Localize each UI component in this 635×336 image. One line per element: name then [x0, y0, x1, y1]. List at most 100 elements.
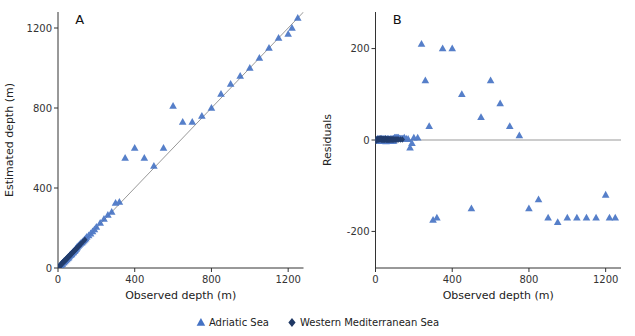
point [433, 214, 441, 221]
x-tick-label: 400 [125, 274, 144, 285]
panel: 04008001200-2000200Observed depth (m)Res… [321, 12, 622, 302]
x-tick [375, 268, 376, 272]
point [487, 77, 495, 84]
legend-label: Adriatic Sea [209, 317, 269, 328]
y-tick [372, 48, 376, 49]
y-tick-label: 200 [350, 43, 369, 54]
y-tick [54, 28, 58, 29]
point [179, 118, 187, 125]
x-tick-label: 800 [519, 274, 538, 285]
point [188, 118, 196, 125]
y-tick-label: -200 [347, 226, 370, 237]
x-tick [211, 268, 212, 272]
point [217, 90, 225, 97]
point [611, 214, 619, 221]
y-tick [372, 231, 376, 232]
point [208, 104, 216, 111]
y-tick-label: 0 [363, 135, 369, 146]
legend-item: Adriatic Sea [197, 317, 269, 328]
point [573, 214, 581, 221]
panel: 0 400 800 1200 0 400 800 1200 Observed depth (m)… [3, 12, 304, 302]
point [477, 113, 485, 120]
legend-label: Western Mediterranean Sea [300, 317, 439, 328]
legend: Adriatic Sea Western Mediterranean Sea [197, 317, 439, 328]
point [448, 45, 456, 52]
point [516, 131, 524, 138]
point [294, 14, 302, 21]
point [284, 30, 292, 37]
legend-item: Western Mediterranean Sea [288, 317, 439, 328]
point [418, 40, 426, 47]
plot-area [58, 12, 303, 268]
y-tick-label: 400 [33, 183, 52, 194]
point [275, 34, 283, 41]
point [131, 144, 139, 151]
legend-marker [288, 318, 295, 327]
y-tick-label: 0 [46, 263, 52, 274]
point [256, 54, 264, 61]
point [82, 237, 87, 244]
point [265, 44, 273, 51]
point [468, 205, 476, 212]
point [160, 144, 168, 151]
x-axis-label: Observed depth (m) [443, 289, 554, 302]
point [422, 77, 430, 84]
x-tick-label: 800 [202, 274, 221, 285]
point [602, 191, 610, 198]
y-tick [54, 188, 58, 189]
point [227, 80, 235, 87]
x-tick-label: 1200 [275, 274, 300, 285]
series [376, 40, 620, 225]
legend-marker [197, 318, 206, 326]
x-tick [452, 268, 453, 272]
point [592, 214, 600, 221]
x-axis-line [376, 268, 622, 269]
panel-title: A [75, 12, 84, 27]
point [564, 214, 572, 221]
x-tick-label: 0 [55, 274, 61, 285]
point [141, 154, 149, 161]
plot-area [376, 40, 622, 225]
y-tick-label: 800 [33, 103, 52, 114]
x-tick-label: 0 [372, 274, 378, 285]
y-axis-label: Estimated depth (m) [3, 83, 16, 197]
point [554, 218, 562, 225]
point [496, 99, 504, 106]
identity-line [58, 12, 304, 268]
point [535, 195, 543, 202]
series [58, 14, 302, 268]
y-tick-label: 1200 [27, 23, 52, 34]
point [439, 45, 447, 52]
x-tick [288, 268, 289, 272]
point [425, 122, 433, 129]
point [404, 135, 412, 142]
point [400, 136, 405, 143]
series [58, 237, 87, 269]
series [376, 135, 405, 143]
point [458, 90, 466, 97]
x-axis-line [58, 268, 304, 269]
point [236, 72, 244, 79]
x-tick [528, 268, 529, 272]
y-tick [54, 108, 58, 109]
y-axis-line [58, 12, 59, 268]
point [506, 122, 514, 129]
chart: 0 400 800 1200 0 400 800 1200 Observed depth (m)… [0, 0, 635, 336]
point [198, 112, 206, 119]
x-axis-label: Observed depth (m) [125, 289, 236, 302]
point [150, 162, 158, 169]
point [544, 214, 552, 221]
x-tick [134, 268, 135, 272]
x-tick-label: 400 [443, 274, 462, 285]
panel-title: B [393, 12, 402, 27]
point [246, 64, 254, 71]
point [108, 208, 116, 215]
point [121, 154, 129, 161]
y-tick [54, 268, 58, 269]
point [583, 214, 591, 221]
point [414, 134, 422, 141]
y-tick [372, 140, 376, 141]
point [288, 24, 296, 31]
point [169, 102, 177, 109]
point [116, 198, 124, 205]
